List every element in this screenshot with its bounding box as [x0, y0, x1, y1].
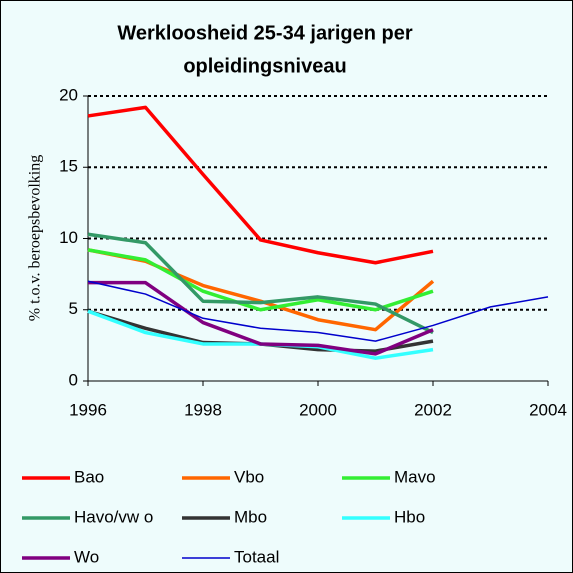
chart-title: Werkloosheid 25-34 jarigen per [117, 22, 413, 44]
y-tick-label: 10 [59, 228, 78, 247]
x-tick-label: 1996 [69, 400, 107, 419]
series-line [88, 280, 434, 356]
legend-label: Havo/vw o [74, 507, 153, 526]
legend-label: Wo [74, 547, 99, 566]
y-axis-label: % t.o.v. beroepsbevolking [27, 155, 44, 321]
y-tick-label: 15 [59, 157, 78, 176]
x-tick-label: 2004 [529, 400, 567, 419]
series-line [87, 232, 434, 335]
series-line [87, 280, 549, 342]
x-tick-label: 2002 [414, 400, 452, 419]
series-line [87, 105, 434, 265]
chart-title: opleidingsniveau [183, 55, 346, 77]
legend-label: Totaal [234, 547, 279, 566]
legend-label: Bao [74, 467, 104, 486]
legend-label: Mbo [234, 507, 267, 526]
legend-label: Mavo [394, 467, 436, 486]
x-tick-label: 1998 [184, 400, 222, 419]
x-tick-label: 2000 [299, 400, 337, 419]
y-tick-label: 0 [69, 370, 78, 389]
legend-label: Hbo [394, 507, 425, 526]
y-tick-label: 5 [69, 299, 78, 318]
y-tick-label: 20 [59, 85, 78, 104]
series-line [87, 248, 434, 312]
legend-label: Vbo [234, 467, 264, 486]
